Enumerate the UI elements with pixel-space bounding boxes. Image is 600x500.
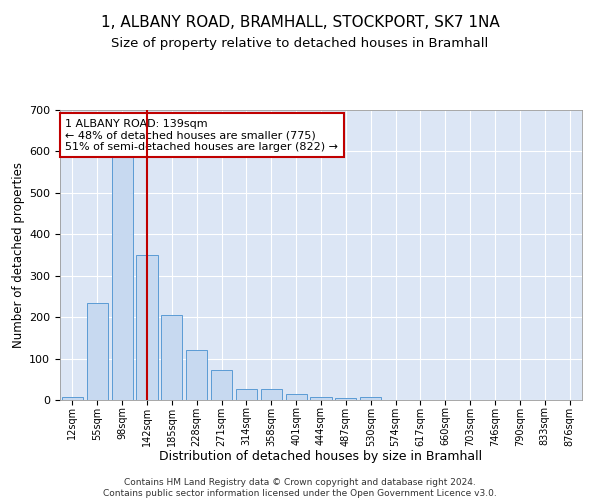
Bar [161, 315, 182, 400]
Bar [87, 302, 108, 400]
Y-axis label: Number of detached properties: Number of detached properties [12, 162, 25, 348]
Text: 1, ALBANY ROAD, BRAMHALL, STOCKPORT, SK7 1NA: 1, ALBANY ROAD, BRAMHALL, STOCKPORT, SK7… [101, 15, 499, 30]
Bar [360, 396, 381, 400]
Bar [211, 370, 232, 400]
X-axis label: Distribution of detached houses by size in Bramhall: Distribution of detached houses by size … [160, 450, 482, 463]
Bar [286, 394, 307, 400]
Bar [62, 396, 83, 400]
Text: Contains HM Land Registry data © Crown copyright and database right 2024.
Contai: Contains HM Land Registry data © Crown c… [103, 478, 497, 498]
Bar [186, 350, 207, 400]
Bar [136, 255, 158, 400]
Text: 1 ALBANY ROAD: 139sqm
← 48% of detached houses are smaller (775)
51% of semi-det: 1 ALBANY ROAD: 139sqm ← 48% of detached … [65, 118, 338, 152]
Text: Size of property relative to detached houses in Bramhall: Size of property relative to detached ho… [112, 38, 488, 51]
Bar [310, 396, 332, 400]
Bar [236, 389, 257, 400]
Bar [261, 389, 282, 400]
Bar [335, 398, 356, 400]
Bar [112, 156, 133, 400]
